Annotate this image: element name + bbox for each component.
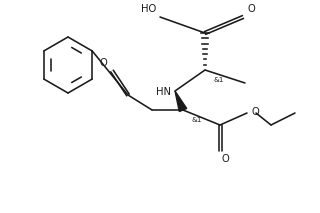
Text: HN: HN [156,87,171,97]
Text: HO: HO [141,4,156,14]
Text: O: O [247,4,255,14]
Text: &1: &1 [192,117,202,123]
Text: &1: &1 [214,77,224,83]
Text: O: O [99,58,107,68]
Polygon shape [175,91,187,112]
Text: O: O [222,154,230,164]
Text: O: O [251,107,259,117]
